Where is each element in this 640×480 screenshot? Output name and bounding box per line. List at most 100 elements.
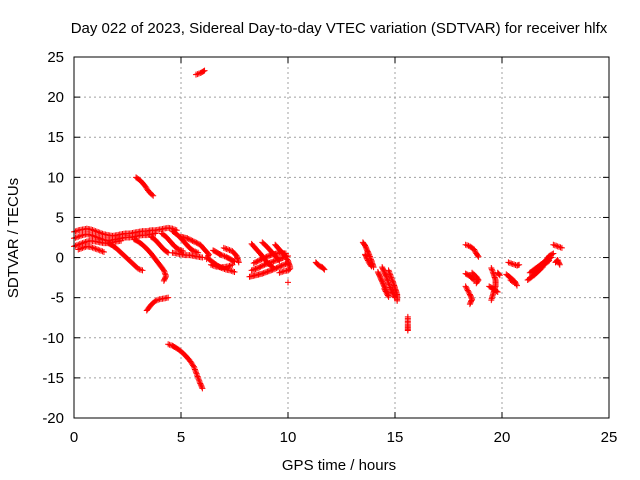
x-tick-label: 0 [70,429,78,446]
data-point-band-a [90,227,97,234]
data-point-cl21-c [540,262,547,269]
data-point-band-d [80,244,87,251]
data-point-cl9-c [253,258,260,265]
data-point-cl7-b [207,261,214,268]
grid-lines [74,57,609,418]
data-point-dive-1 [195,376,202,383]
data-point-cl21-c [540,261,547,268]
data-point-drop-1 [135,265,142,272]
data-point-cl7-b [225,263,232,270]
y-tick-label: 15 [47,129,64,146]
data-point-cl20-c [511,279,518,286]
data-point-cl19-a [488,297,495,304]
data-point-hump-6 [185,235,192,242]
data-point-dive-1 [196,377,203,384]
data-point-cl9-f [284,256,291,263]
data-point-band-c [118,237,125,244]
data-point-cl14-c [386,270,393,277]
data-point-cl7-a [227,267,234,274]
data-point-band-d [79,244,86,251]
data-point-band-a [95,229,102,236]
data-point-cl14-b [390,291,397,298]
data-point-cl9-g [287,265,294,272]
data-point-band-d [89,244,96,251]
data-point-cl18-a [471,247,478,254]
data-point-cl14-d [385,293,392,300]
data-point-cl19-b [494,289,501,296]
y-tick-label: 20 [47,89,64,106]
data-point-cl9-e [275,256,282,263]
data-point-cl14-d [381,285,388,292]
data-point-band-c [73,242,80,249]
data-point-cl22-a [557,244,564,251]
data-point-cl7-b [227,262,234,269]
data-point-band-b [76,233,83,240]
data-point-cl9-c [254,258,261,265]
data-point-cl19-a [488,266,495,273]
data-point-hump-6 [186,236,193,243]
data-point-cl14-c [389,277,396,284]
data-point-dive-1 [199,385,206,392]
data-point-high-0 [201,67,208,74]
data-point-cl18-a [464,242,471,249]
data-point-dip-1 [152,297,159,304]
data-point-high-0 [200,68,207,75]
data-point-cl14-c [386,268,393,275]
chart-title: Day 022 of 2023, Sidereal Day-to-day VTE… [71,20,608,37]
data-point-band-d [93,246,100,253]
data-point-band-d [78,245,85,252]
data-point-band-b [73,234,80,241]
data-point-cl7-a [228,267,235,274]
data-point-cl22-a [558,244,565,251]
y-tick-label: -5 [51,290,64,307]
data-point-cl14-c [388,274,395,281]
data-point-cl9-d [270,264,277,271]
data-point-cl14-c [394,297,401,304]
data-point-cl21-c [550,250,557,257]
data-point-cl18-a [471,246,478,253]
data-point-cl14-d [382,288,389,295]
data-point-cl9-g [276,269,283,276]
data-point-cl19-a [489,269,496,276]
data-point-band-a [72,228,79,235]
data-point-cl18-c [466,301,473,308]
data-point-cl19-c [496,272,503,279]
data-point-dive-1 [192,367,199,374]
data-point-cl18-c [462,283,469,290]
y-tick-label: -20 [42,410,64,427]
data-point-dive-1 [189,362,196,369]
data-point-cl20-b [516,261,523,268]
data-point-drop-4 [177,247,184,254]
data-point-band-d [88,244,95,251]
data-point-cl9-g [279,268,286,275]
data-point-cl9-a [276,263,283,270]
data-point-drop-1 [136,266,143,273]
data-point-drop-2 [161,268,168,275]
data-point-cl18-d [474,279,481,286]
data-point-cl19-a [489,267,496,274]
data-point-cl22-b [556,260,563,267]
data-point-cl11 [321,266,328,273]
data-point-cl22-b [556,261,563,268]
x-tick-label: 20 [494,429,511,446]
data-point-cl14-b [387,284,394,291]
data-point-hump-6 [193,239,200,246]
data-point-band-a [89,227,96,234]
data-point-cl13-b [367,262,374,269]
data-point-cl19-c [496,271,503,278]
data-point-cl7-c [220,252,227,259]
data-point-cl9-c [255,257,262,264]
data-point-band-d [76,245,83,252]
data-point-hump-6 [190,238,197,245]
data-point-cl14-d [382,287,389,294]
x-axis-label: GPS time / hours [282,457,396,474]
data-point-dive-1 [194,373,201,380]
data-point-high-1 [150,192,157,199]
data-point-cl18-a [475,253,482,260]
data-point-band-b [75,233,82,240]
data-point-cl7-a [231,268,238,275]
data-point-cl9-g [286,266,293,273]
x-tick-label: 25 [601,429,618,446]
data-point-cl7-d [226,247,233,254]
